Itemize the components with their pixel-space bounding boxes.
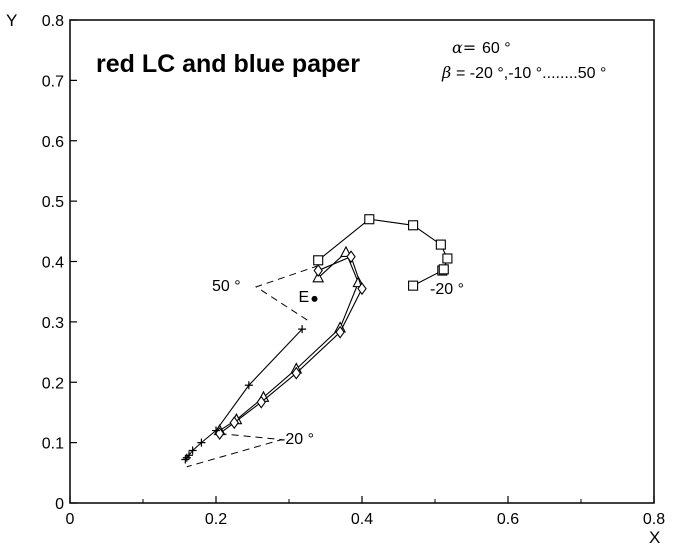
annotation-leader-line	[186, 433, 282, 468]
x-tick-label: 0	[66, 511, 75, 528]
y-tick-label: 0.5	[42, 194, 64, 211]
series-plus	[181, 325, 307, 464]
x-tick-label: 0.4	[351, 511, 373, 528]
square-marker	[442, 253, 453, 264]
white-point-label: E	[299, 289, 310, 306]
annotation-leaders	[186, 265, 319, 468]
y-tick-label: 0.2	[42, 375, 64, 392]
series-line	[219, 255, 363, 435]
series-layer	[181, 214, 453, 464]
diamond-marker	[256, 395, 266, 409]
axis-ticks: 0 0.2 0.4 0.6 0.8 0 0.1 0.2 0.3 0.4 0.5 0.6 0.7 0.8	[42, 13, 665, 528]
plus-marker	[298, 325, 307, 334]
plus-marker	[184, 451, 193, 460]
y-tick-label: 0.6	[42, 134, 64, 151]
y-tick-label: 0.7	[42, 73, 64, 90]
square-marker	[435, 239, 446, 250]
plot-frame	[69, 19, 655, 504]
diamond-marker	[291, 366, 301, 380]
plus-marker	[197, 438, 206, 447]
square-marker	[408, 280, 419, 291]
alpha-value: 60 °	[482, 40, 511, 57]
x-tick-label: 0.2	[205, 511, 227, 528]
white-point-marker	[311, 295, 318, 302]
x-axis-label: X	[649, 528, 660, 547]
series-line	[317, 218, 449, 287]
alpha-label: α=	[452, 38, 476, 57]
plus-marker	[212, 426, 220, 435]
y-tick-label: 0	[55, 496, 64, 513]
diamond-marker	[229, 416, 239, 430]
plus-marker	[188, 446, 197, 455]
annotation-50-deg: 50 °	[212, 278, 241, 295]
triangle-marker	[312, 271, 325, 283]
chart-title: red LC and blue paper	[96, 50, 360, 78]
y-tick-label: 0.8	[42, 13, 64, 30]
series-diamond	[214, 250, 367, 441]
square-marker	[438, 264, 449, 275]
annotation-leader-line	[255, 265, 319, 321]
y-axis-label: Y	[6, 11, 17, 30]
annotation-minus20-deg-lower: -20 °	[280, 431, 314, 448]
series-triangle	[213, 245, 365, 436]
square-marker	[408, 220, 419, 231]
plus-marker	[181, 455, 190, 464]
y-tick-label: 0.1	[42, 436, 64, 453]
beta-value: = -20 °,-10 °........50 °	[456, 65, 606, 82]
square-marker	[364, 214, 375, 225]
y-tick-label: 0.4	[42, 255, 64, 272]
diamond-marker	[335, 325, 345, 339]
x-tick-label: 0.6	[497, 511, 519, 528]
x-tick-label: 0.8	[643, 511, 665, 528]
diamond-marker	[313, 264, 323, 277]
plus-marker	[244, 381, 253, 390]
diamond-marker	[346, 250, 356, 264]
beta-label: β	[441, 63, 451, 82]
annotation-minus20-deg-upper: -20 °	[430, 281, 464, 298]
square-marker	[313, 255, 324, 266]
y-tick-label: 0.3	[42, 315, 64, 332]
diamond-marker	[357, 282, 367, 296]
series-square	[313, 214, 453, 291]
